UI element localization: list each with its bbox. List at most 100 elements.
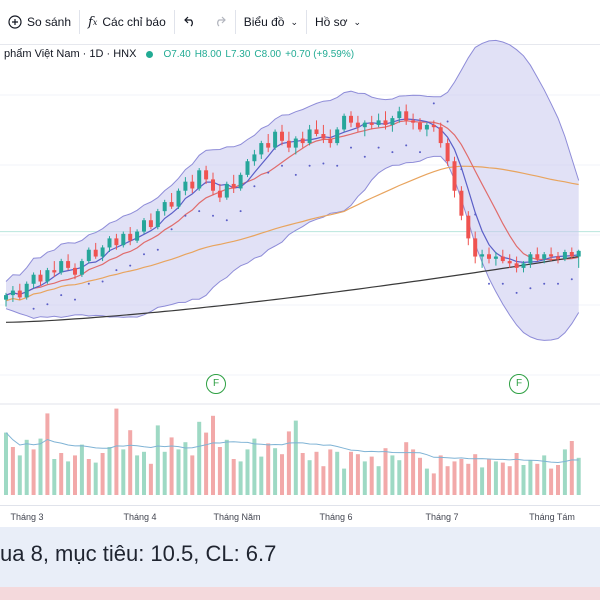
volume-bar xyxy=(438,455,443,495)
trade-note-text: ua 8, mục tiêu: 10.5, CL: 6.7 xyxy=(0,541,277,566)
volume-bar xyxy=(66,461,71,495)
volume-bar xyxy=(231,459,236,495)
volume-bar xyxy=(121,449,126,495)
template-label: Hồ sơ xyxy=(315,15,348,29)
candle-body xyxy=(183,181,188,191)
ohlc-open: O7.40 xyxy=(163,48,191,60)
ohlc-low: L7.30 xyxy=(225,48,251,60)
volume-bar xyxy=(383,448,388,495)
undo-icon xyxy=(183,15,197,30)
candle-body xyxy=(190,181,195,189)
volume-bar xyxy=(542,455,547,495)
sar-dot xyxy=(170,228,173,231)
candle-body xyxy=(148,220,153,228)
volume-bar xyxy=(100,453,105,495)
candle-body xyxy=(169,202,174,207)
candle-body xyxy=(266,143,271,148)
ohlc-high: H8.00 xyxy=(194,48,222,60)
volume-bar xyxy=(535,463,540,495)
volume-bar xyxy=(93,462,98,495)
candle-body xyxy=(38,274,43,282)
candle-body xyxy=(59,261,64,273)
volume-bar xyxy=(211,415,215,495)
x-tick-label: Tháng 3 xyxy=(10,512,44,522)
toolbar-divider xyxy=(306,10,307,34)
toolbar-divider xyxy=(173,10,175,34)
sar-dot xyxy=(281,164,283,167)
candle-body xyxy=(245,161,250,175)
candle-body xyxy=(204,170,209,180)
time-axis[interactable]: Tháng 3 Tháng 4 Tháng Năm Tháng 6 Tháng … xyxy=(0,505,600,528)
event-marker-f[interactable]: F xyxy=(206,374,226,394)
volume-average-line xyxy=(5,432,579,464)
x-tick-label: Tháng 4 xyxy=(123,512,157,522)
volume-bar xyxy=(217,447,222,495)
price-chart[interactable] xyxy=(0,0,600,505)
candle-body xyxy=(100,247,105,257)
candle-body xyxy=(562,252,567,259)
candle-body xyxy=(418,122,422,130)
sar-dot xyxy=(253,185,256,188)
sar-dot xyxy=(515,291,518,294)
sar-dot xyxy=(129,264,132,267)
trade-note: ua 8, mục tiêu: 10.5, CL: 6.7 xyxy=(0,527,600,587)
sar-dot xyxy=(322,162,325,165)
sar-dot xyxy=(74,298,76,301)
volume-bar xyxy=(314,451,319,495)
symbol-name[interactable]: phẩm Việt Nam · 1D · HNX xyxy=(4,48,137,60)
chart-type-dropdown[interactable]: Biểu đồ ⌄ xyxy=(236,0,306,44)
redo-button[interactable] xyxy=(205,0,235,44)
candle-body xyxy=(535,254,540,259)
volume-bar xyxy=(493,461,498,495)
volume-bar xyxy=(148,463,153,495)
volume-bar xyxy=(204,432,209,495)
event-marker-f[interactable]: F xyxy=(509,374,529,394)
volume-bar xyxy=(224,439,229,495)
compare-button[interactable]: So sánh xyxy=(0,0,79,44)
x-tick-label: Tháng 6 xyxy=(319,512,353,522)
candle-body xyxy=(528,254,533,264)
chart-type-label: Biểu đồ xyxy=(243,15,285,29)
sar-dot xyxy=(267,171,270,174)
candle-body xyxy=(466,215,471,239)
bollinger-upper-line xyxy=(5,39,580,282)
toolbar-divider xyxy=(234,10,236,34)
volume-bar xyxy=(183,442,188,495)
volume-bar xyxy=(238,461,243,495)
candle-body xyxy=(473,238,478,257)
sar-dot xyxy=(60,294,63,297)
volume-bar xyxy=(390,455,395,495)
sar-dot xyxy=(488,282,490,285)
candle-body xyxy=(66,261,71,268)
volume-bar xyxy=(404,442,409,495)
candle-body xyxy=(349,115,353,123)
volume-bar xyxy=(411,449,416,495)
sar-dot xyxy=(350,146,352,149)
sar-dot xyxy=(432,102,435,105)
candle-body xyxy=(273,131,278,148)
toolbar-divider xyxy=(79,10,81,34)
candle-body xyxy=(17,290,22,298)
candle-body xyxy=(404,111,409,121)
compare-label: So sánh xyxy=(27,15,72,29)
candle-body xyxy=(128,233,133,241)
volume-bar xyxy=(521,465,526,495)
volume-bar xyxy=(280,454,284,495)
volume-bar xyxy=(424,468,429,495)
volume-bar xyxy=(252,438,257,495)
template-dropdown[interactable]: Hồ sơ ⌄ xyxy=(307,0,369,44)
volume-bar xyxy=(114,408,119,495)
candle-body xyxy=(155,211,160,228)
candle-body xyxy=(438,127,443,144)
sar-dot xyxy=(87,282,90,285)
candle-body xyxy=(556,256,560,259)
candle-body xyxy=(307,129,312,144)
undo-button[interactable] xyxy=(175,0,205,44)
volume-bar xyxy=(321,466,326,495)
candle-body xyxy=(397,111,402,119)
candle-body xyxy=(507,261,512,264)
sar-dot xyxy=(460,168,463,171)
volume-bar xyxy=(362,461,367,495)
